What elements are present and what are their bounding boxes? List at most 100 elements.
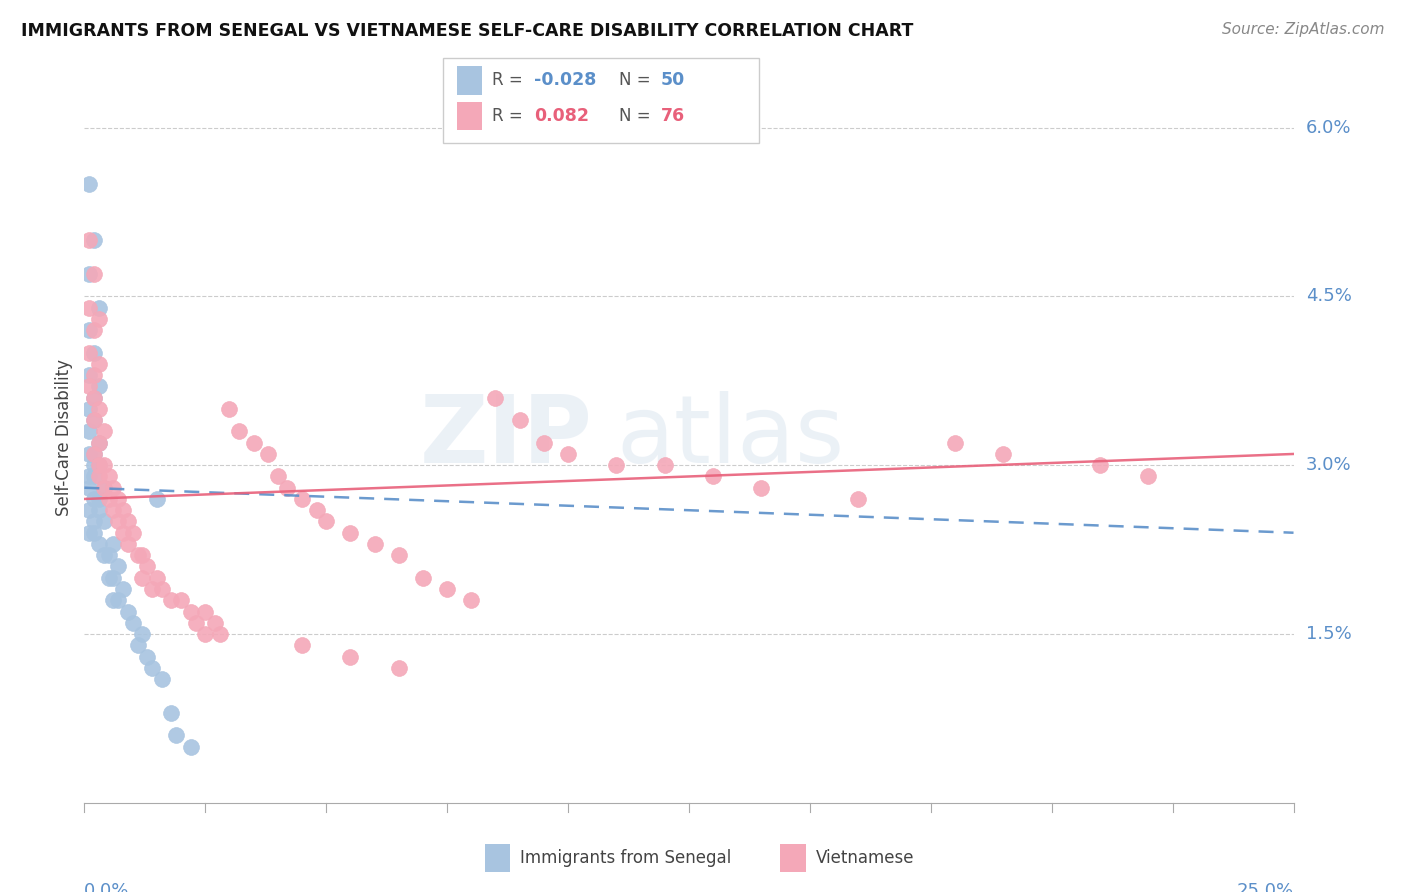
Point (141, 582, 163, 596)
Point (605, 458, 627, 473)
Point (107, 491, 129, 506)
Point (131, 548, 153, 562)
Point (97, 548, 120, 562)
Point (77, 379, 100, 393)
Point (339, 649, 361, 664)
Point (160, 706, 183, 720)
Point (204, 615, 226, 630)
Point (146, 571, 169, 585)
Text: -0.028: -0.028 (534, 71, 596, 89)
Point (150, 582, 173, 596)
Point (107, 593, 129, 607)
Text: 3.0%: 3.0% (1306, 456, 1351, 475)
Text: ZIP: ZIP (419, 391, 592, 483)
Point (103, 593, 125, 607)
Text: R =: R = (492, 107, 529, 125)
Point (131, 571, 153, 585)
Point (846, 491, 869, 506)
Point (83, 233, 105, 247)
Point (170, 593, 193, 607)
Point (87, 312, 110, 326)
Point (97, 469, 120, 483)
Point (267, 469, 290, 483)
Text: 76: 76 (661, 107, 685, 125)
Point (484, 391, 506, 405)
Point (339, 525, 361, 540)
Point (77, 481, 100, 495)
Text: R =: R = (492, 71, 529, 89)
Text: atlas: atlas (616, 391, 845, 483)
Point (291, 638, 314, 652)
Point (702, 469, 724, 483)
Point (87, 469, 110, 483)
Point (83, 491, 105, 506)
Point (131, 627, 153, 641)
Point (103, 537, 125, 551)
Point (77, 267, 100, 281)
Point (242, 435, 264, 450)
Point (315, 515, 337, 529)
Point (77, 323, 100, 337)
Point (180, 605, 202, 619)
Point (77, 503, 100, 517)
Point (1137, 469, 1160, 483)
Point (305, 503, 328, 517)
Text: Source: ZipAtlas.com: Source: ZipAtlas.com (1222, 22, 1385, 37)
Point (112, 503, 135, 517)
Point (83, 413, 105, 427)
Point (97, 571, 120, 585)
Point (83, 469, 105, 483)
Point (87, 379, 110, 393)
Point (103, 571, 125, 585)
Point (436, 582, 458, 596)
Point (77, 425, 100, 439)
Point (77, 301, 100, 315)
Point (107, 559, 129, 574)
Point (218, 401, 240, 416)
Text: 0.0%: 0.0% (84, 881, 129, 892)
Point (136, 649, 159, 664)
Point (194, 605, 217, 619)
Point (112, 525, 135, 540)
Point (180, 739, 202, 754)
Point (150, 672, 173, 686)
Point (208, 627, 231, 641)
Point (117, 605, 139, 619)
Point (1088, 458, 1111, 473)
Point (97, 491, 120, 506)
Point (93, 481, 115, 495)
Point (83, 447, 105, 461)
Point (87, 503, 110, 517)
Point (77, 525, 100, 540)
Point (87, 435, 110, 450)
Y-axis label: Self-Care Disability: Self-Care Disability (55, 359, 73, 516)
Point (83, 391, 105, 405)
Point (127, 548, 149, 562)
Text: Vietnamese: Vietnamese (815, 849, 914, 867)
Point (87, 301, 110, 315)
Point (184, 615, 207, 630)
Point (103, 481, 125, 495)
Text: IMMIGRANTS FROM SENEGAL VS VIETNAMESE SELF-CARE DISABILITY CORRELATION CHART: IMMIGRANTS FROM SENEGAL VS VIETNAMESE SE… (21, 22, 914, 40)
Point (93, 425, 115, 439)
Point (77, 469, 100, 483)
Text: 1.5%: 1.5% (1306, 625, 1351, 643)
Point (117, 537, 139, 551)
Point (136, 559, 159, 574)
Point (87, 357, 110, 371)
Point (276, 481, 298, 495)
Point (160, 593, 183, 607)
Point (146, 491, 169, 506)
Point (533, 435, 555, 450)
Point (121, 615, 143, 630)
Point (83, 515, 105, 529)
Text: Immigrants from Senegal: Immigrants from Senegal (520, 849, 731, 867)
Point (117, 515, 139, 529)
Point (87, 401, 110, 416)
Point (412, 571, 434, 585)
Point (107, 515, 129, 529)
Point (121, 525, 143, 540)
Text: N =: N = (619, 107, 655, 125)
Point (460, 593, 482, 607)
Text: N =: N = (619, 71, 655, 89)
